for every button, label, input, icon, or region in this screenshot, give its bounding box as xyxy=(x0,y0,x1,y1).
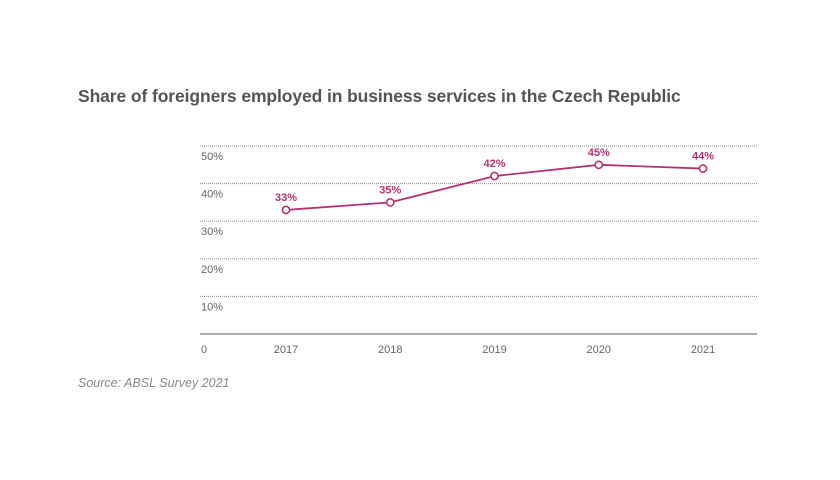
data-label: 44% xyxy=(692,151,714,163)
series-line-group xyxy=(281,160,708,215)
x-tick-label: 2018 xyxy=(378,344,402,356)
data-point xyxy=(698,164,708,173)
x-tick-label: 2017 xyxy=(274,344,298,356)
chart-title: Share of foreigners employed in business… xyxy=(78,86,681,106)
data-labels: 33% 35% 42% 45% 44% xyxy=(275,147,714,204)
y-tick-label: 40% xyxy=(201,189,223,201)
data-point xyxy=(490,171,499,181)
x-tick-label: 2020 xyxy=(587,344,611,356)
data-label: 35% xyxy=(379,184,401,196)
x-tick-label: 2021 xyxy=(691,344,715,356)
source-note: Source: ABSL Survey 2021 xyxy=(78,376,230,390)
y-tick-label: 50% xyxy=(201,151,223,163)
y-tick-label: 30% xyxy=(201,226,223,238)
x-axis-ticks: 0 2017 2018 2019 2020 2021 xyxy=(201,344,715,356)
data-label: 45% xyxy=(588,147,610,159)
data-label: 42% xyxy=(483,158,505,170)
data-point xyxy=(594,160,604,170)
y-tick-label: 20% xyxy=(201,264,223,276)
series-line xyxy=(285,163,704,211)
data-label: 33% xyxy=(275,192,297,204)
y-tick-label: 10% xyxy=(201,301,223,313)
data-point xyxy=(281,205,291,215)
y-zero-label: 0 xyxy=(201,344,207,356)
x-tick-label: 2019 xyxy=(482,344,506,356)
gridlines xyxy=(200,145,757,297)
data-point xyxy=(385,197,395,207)
y-axis-ticks: 10% 20% 30% 40% 50% xyxy=(201,151,223,313)
